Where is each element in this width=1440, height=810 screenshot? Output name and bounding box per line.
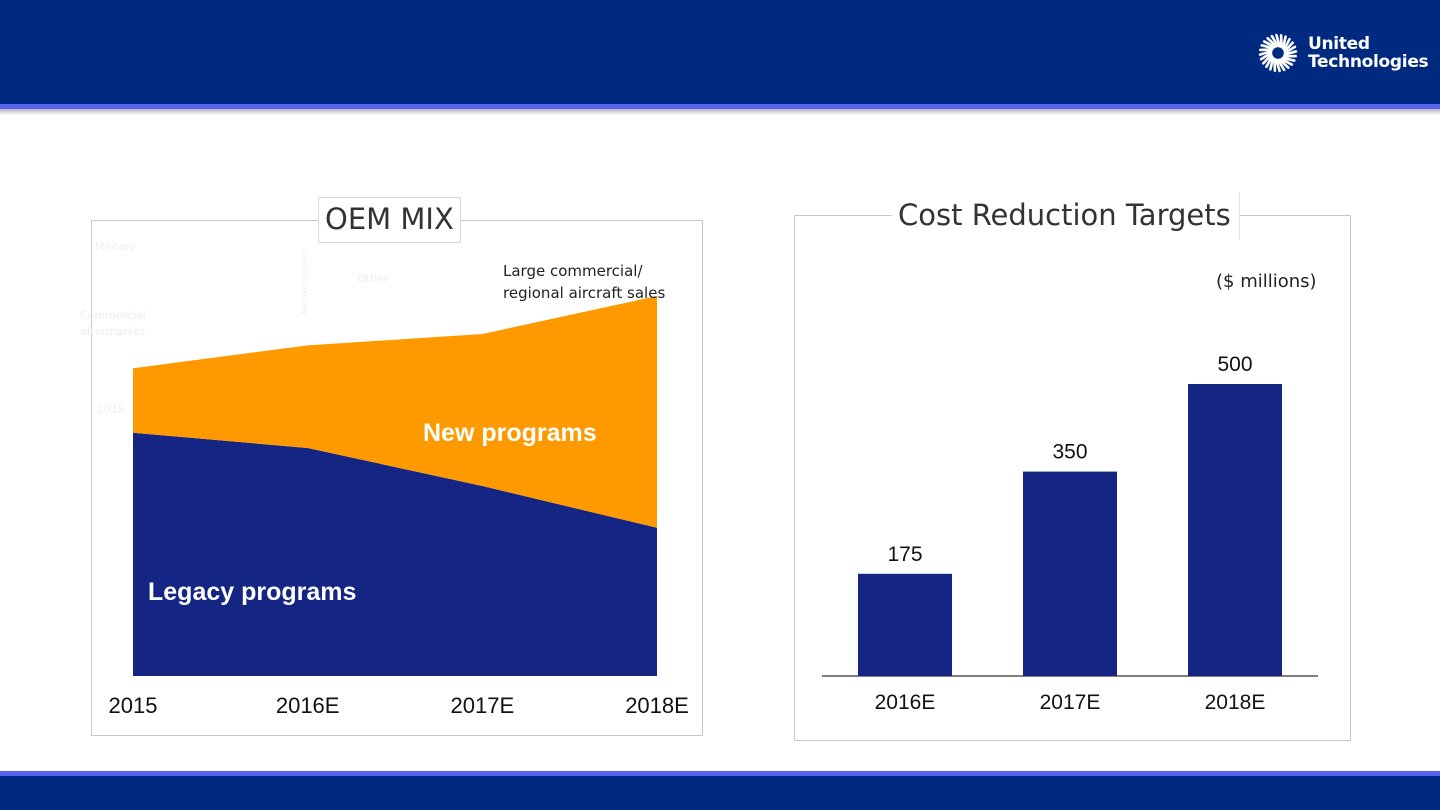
cost-chart: 175 2016E 350 2017E 500 2018E xyxy=(822,353,1318,714)
sunburst-ray xyxy=(1270,34,1280,48)
sunburst-ray xyxy=(1276,58,1286,72)
faint-label-other: Other xyxy=(357,272,389,285)
legend-label-new: New programs xyxy=(423,419,597,447)
logo-text: United Technologies xyxy=(1308,34,1429,72)
sunburst-ray xyxy=(1282,37,1291,51)
x-tick-label: 2016E xyxy=(276,693,340,718)
sunburst-ray xyxy=(1266,36,1278,48)
sunburst-ray xyxy=(1281,56,1296,62)
cost-title: Cost Reduction Targets xyxy=(892,192,1240,240)
oem-note-line-2: regional aircraft sales xyxy=(503,284,666,302)
sunburst-ray xyxy=(1258,49,1273,56)
header-accent-line xyxy=(0,104,1440,109)
legend-label-legacy: Legacy programs xyxy=(148,578,356,606)
footer-accent-line xyxy=(0,771,1440,776)
bar-2017E xyxy=(1023,471,1117,676)
sunburst-ray xyxy=(1281,35,1287,50)
data-label: 500 xyxy=(1217,353,1252,376)
series-new-programs xyxy=(133,296,657,528)
data-label: 175 xyxy=(887,543,922,566)
company-logo: United Technologies xyxy=(1258,33,1429,73)
sunburst-icon xyxy=(1258,33,1298,73)
series-legacy-programs xyxy=(133,432,657,676)
sunburst-ray xyxy=(1275,33,1282,48)
x-tick-label: 2016E xyxy=(875,691,936,714)
header-shadow xyxy=(0,109,1440,115)
faint-label-military: Military xyxy=(95,240,136,253)
faint-label-year: 2015 xyxy=(97,403,125,416)
logo-line-2: Technologies xyxy=(1308,52,1429,72)
sunburst-ray xyxy=(1278,58,1290,70)
footer-bar xyxy=(0,776,1440,810)
x-tick-label: 2015 xyxy=(109,693,158,718)
header-bar xyxy=(0,0,1440,104)
x-tick-label: 2018E xyxy=(625,693,689,718)
sunburst-ray xyxy=(1283,50,1298,57)
sunburst-ray xyxy=(1259,51,1273,61)
sunburst-ray xyxy=(1280,57,1294,66)
x-tick-label: 2017E xyxy=(451,693,515,718)
sunburst-ray xyxy=(1261,53,1273,65)
bar-2018E xyxy=(1188,384,1282,676)
faint-label-aerostructures: Aerostructures xyxy=(300,248,310,315)
oem-note: Large commercial/ regional aircraft sale… xyxy=(503,260,665,304)
sunburst-ray xyxy=(1274,58,1281,73)
oem-mix-title: OEM MIX xyxy=(318,197,461,243)
oem-note-line-1: Large commercial/ xyxy=(503,262,643,280)
x-tick-label: 2017E xyxy=(1040,691,1101,714)
logo-line-1: United xyxy=(1308,34,1370,54)
faint-label-aftermarket: Commercial aftermarket xyxy=(80,309,146,338)
data-label: 350 xyxy=(1052,441,1087,464)
sunburst-ray xyxy=(1260,44,1275,50)
bar-2016E xyxy=(858,573,952,676)
oem-mix-chart: Legacy programs New programs 2015 2016E 201… xyxy=(109,296,689,718)
x-tick-label: 2018E xyxy=(1205,691,1266,714)
sunburst-ray xyxy=(1283,41,1295,53)
sunburst-ray xyxy=(1283,45,1297,55)
sunburst-ray xyxy=(1265,55,1274,69)
sunburst-ray xyxy=(1269,56,1275,71)
cost-unit: ($ millions) xyxy=(1216,271,1317,292)
sunburst-ray xyxy=(1262,40,1276,49)
